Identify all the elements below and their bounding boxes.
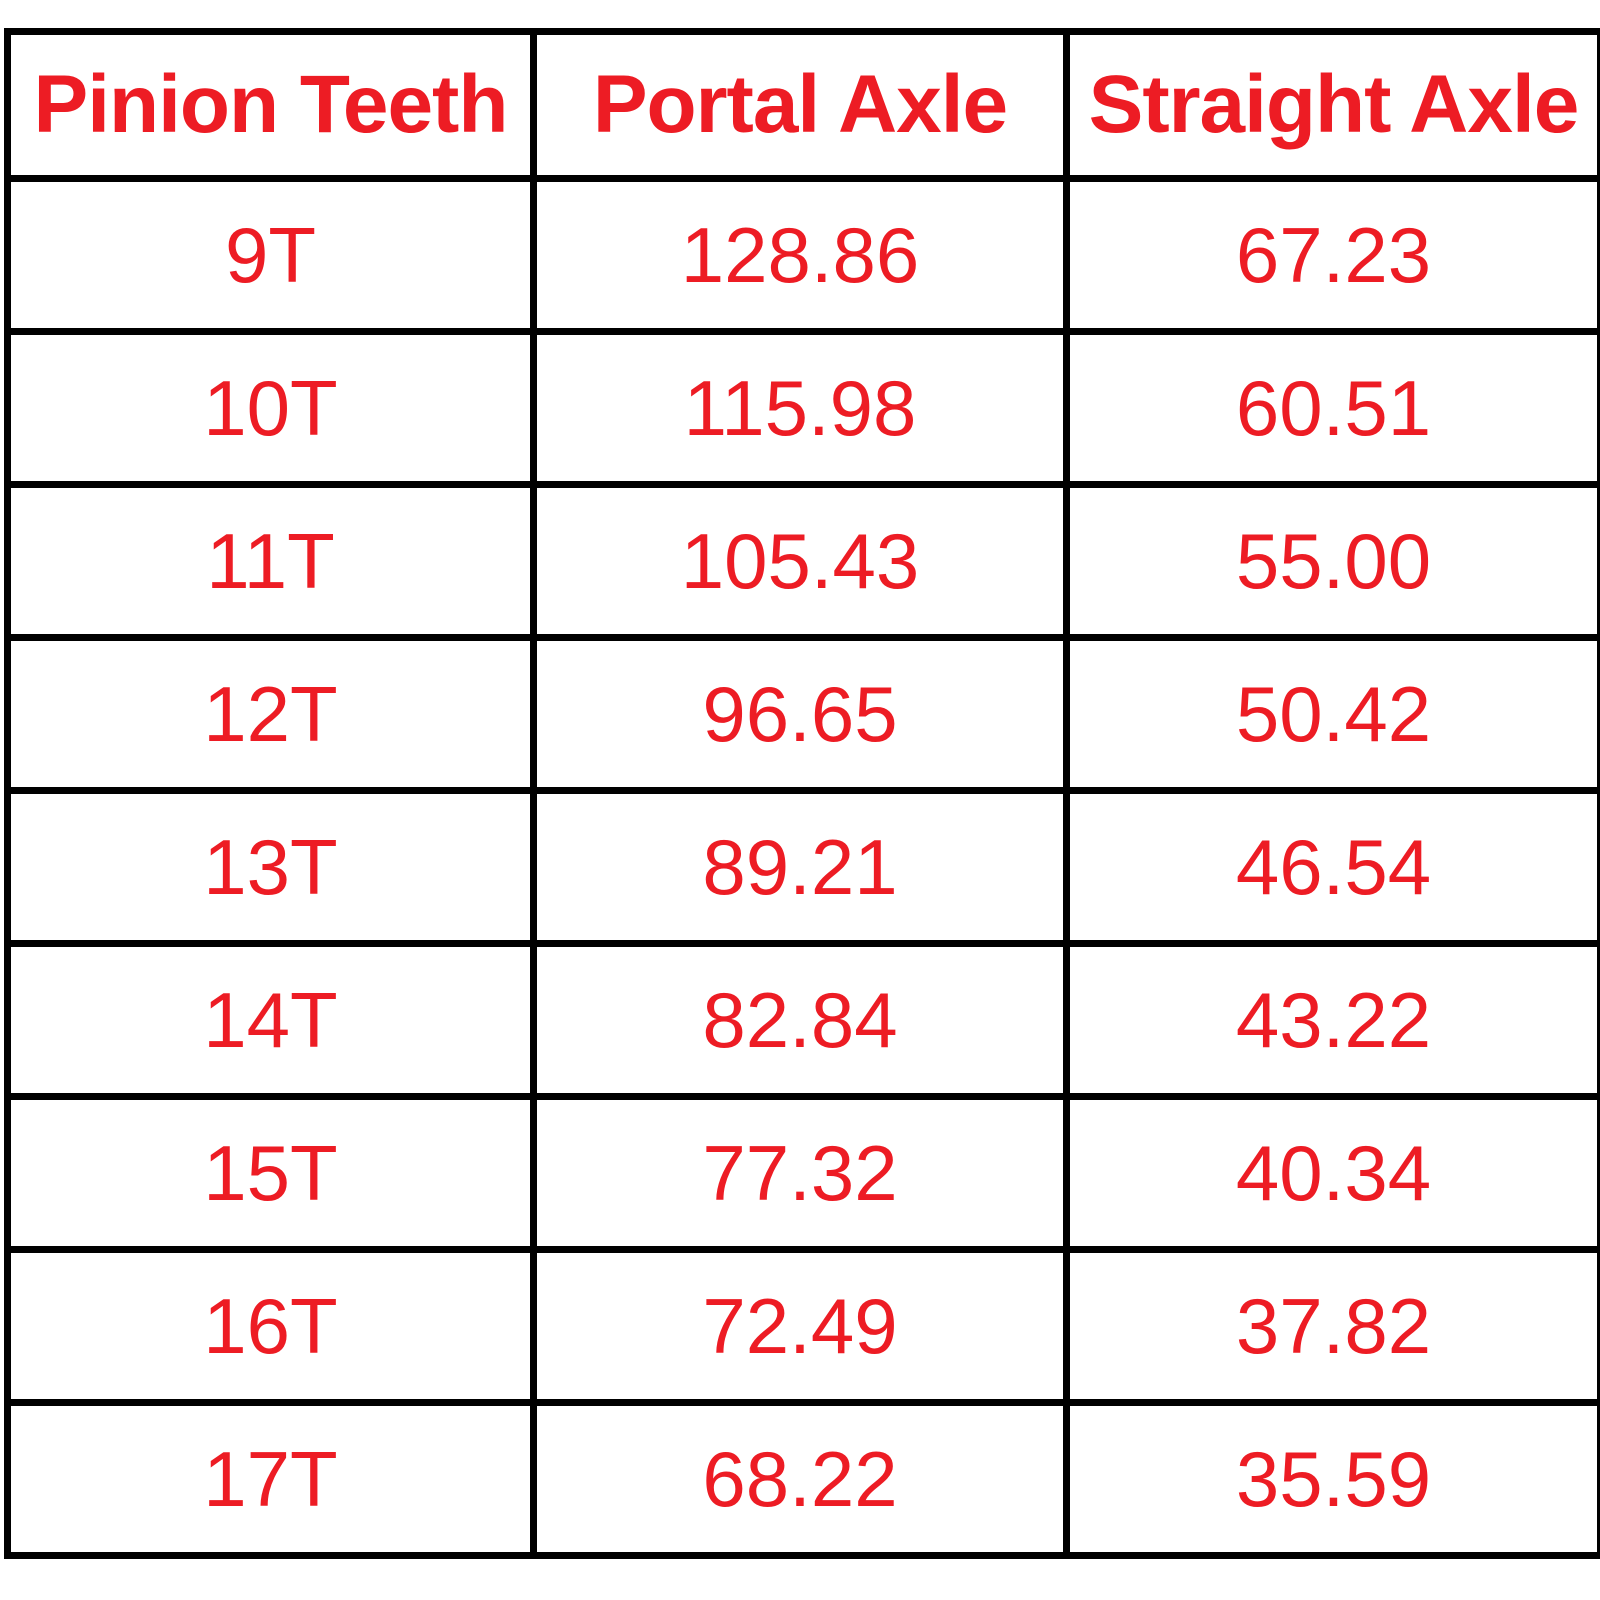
portal-axle-value: 77.32 [530, 1093, 1070, 1253]
pinion-teeth-cell: 9T [4, 175, 537, 335]
table-row: 17T 68.22 35.59 [4, 1399, 1600, 1559]
table-row: 16T 72.49 37.82 [4, 1246, 1600, 1406]
straight-axle-value: 35.59 [1063, 1399, 1600, 1559]
pinion-teeth-cell: 15T [4, 1093, 537, 1253]
pinion-teeth-cell: 16T [4, 1246, 537, 1406]
straight-axle-value: 50.42 [1063, 634, 1600, 794]
header-row: Pinion Teeth Portal Axle Straight Axle [4, 28, 1600, 182]
table-row: 13T 89.21 46.54 [4, 787, 1600, 947]
pinion-teeth-cell: 17T [4, 1399, 537, 1559]
pinion-teeth-cell: 14T [4, 940, 537, 1100]
portal-axle-value: 72.49 [530, 1246, 1070, 1406]
table-row: 12T 96.65 50.42 [4, 634, 1600, 794]
straight-axle-value: 67.23 [1063, 175, 1600, 335]
straight-axle-value: 37.82 [1063, 1246, 1600, 1406]
portal-axle-value: 82.84 [530, 940, 1070, 1100]
pinion-teeth-cell: 10T [4, 328, 537, 488]
portal-axle-value: 96.65 [530, 634, 1070, 794]
pinion-teeth-cell: 13T [4, 787, 537, 947]
column-header-straight-axle: Straight Axle [1063, 28, 1600, 182]
gear-ratio-table: Pinion Teeth Portal Axle Straight Axle 9… [4, 28, 1600, 1559]
straight-axle-value: 40.34 [1063, 1093, 1600, 1253]
portal-axle-value: 115.98 [530, 328, 1070, 488]
straight-axle-value: 55.00 [1063, 481, 1600, 641]
straight-axle-value: 46.54 [1063, 787, 1600, 947]
table-row: 14T 82.84 43.22 [4, 940, 1600, 1100]
portal-axle-value: 68.22 [530, 1399, 1070, 1559]
pinion-teeth-cell: 11T [4, 481, 537, 641]
table-row: 9T 128.86 67.23 [4, 175, 1600, 335]
portal-axle-value: 128.86 [530, 175, 1070, 335]
column-header-portal-axle: Portal Axle [530, 28, 1070, 182]
table-row: 10T 115.98 60.51 [4, 328, 1600, 488]
column-header-pinion-teeth: Pinion Teeth [4, 28, 537, 182]
pinion-teeth-cell: 12T [4, 634, 537, 794]
portal-axle-value: 89.21 [530, 787, 1070, 947]
portal-axle-value: 105.43 [530, 481, 1070, 641]
table-row: 15T 77.32 40.34 [4, 1093, 1600, 1253]
straight-axle-value: 60.51 [1063, 328, 1600, 488]
table-row: 11T 105.43 55.00 [4, 481, 1600, 641]
straight-axle-value: 43.22 [1063, 940, 1600, 1100]
